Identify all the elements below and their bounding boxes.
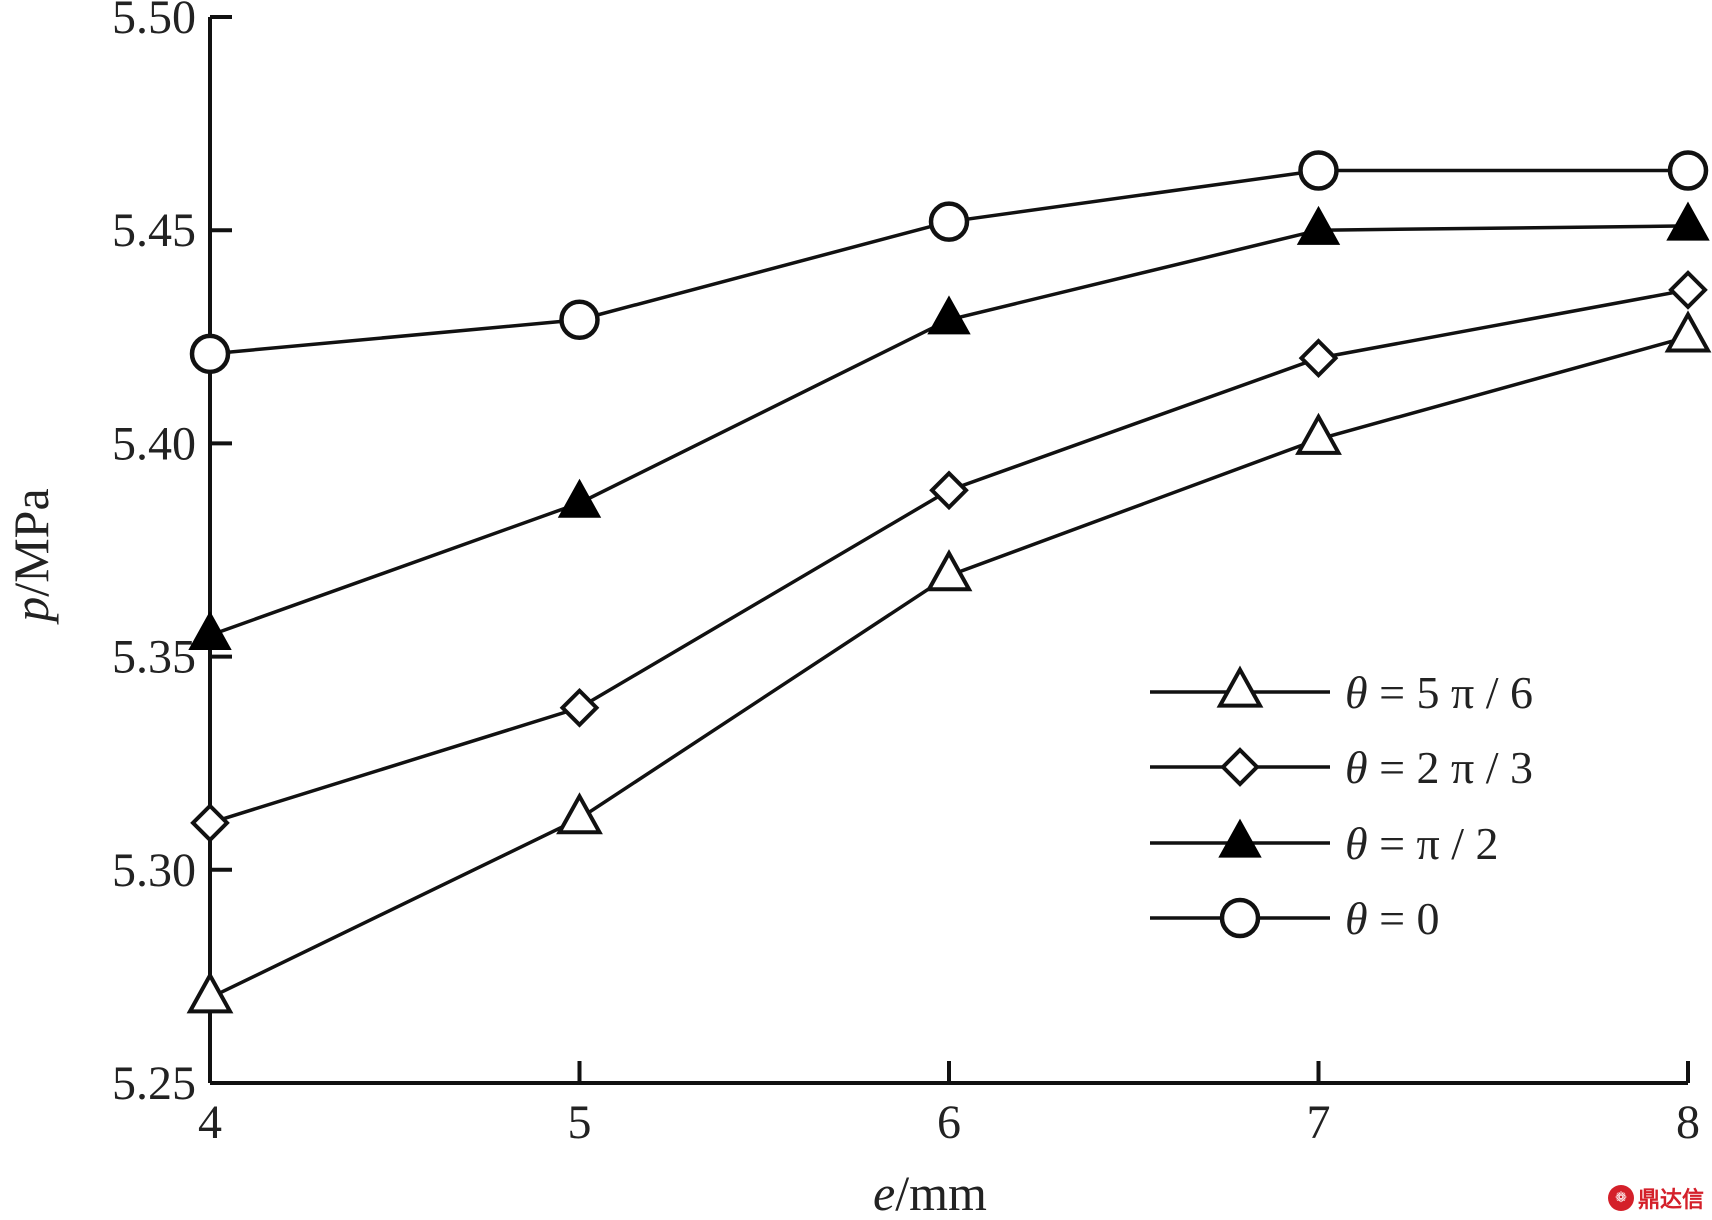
data-point [559,687,600,728]
series-3 [189,150,1709,375]
data-point [1667,150,1709,191]
legend-marker [1216,665,1264,708]
y-tick-label: 5.25 [112,1057,196,1110]
data-point [1298,150,1339,191]
y-axis-title: p/MPa [3,488,59,624]
y-tick-label: 5.50 [112,0,196,44]
x-tick-label: 6 [937,1096,961,1149]
watermark: ❁ 鼎达信 [1607,1182,1704,1214]
legend-item: θ = 5 π / 6 [1150,665,1533,718]
series-0 [186,310,1712,1014]
y-tick-label: 5.35 [112,631,196,684]
data-point [189,333,231,375]
legend-item: θ = 0 [1150,893,1440,944]
x-tick-label: 4 [198,1096,222,1149]
data-point [190,803,230,843]
series-layer [186,150,1712,1014]
data-point [1668,270,1708,310]
legend-item: θ = 2 π / 3 [1150,742,1533,793]
legend-marker [1218,818,1262,858]
data-point [1298,338,1339,378]
series-1 [190,270,1708,843]
data-point [1296,205,1341,245]
legend-label: θ = π / 2 [1345,818,1499,869]
data-point [927,295,971,335]
legend-label: θ = 5 π / 6 [1345,667,1533,718]
y-tick-label: 5.40 [112,417,196,470]
data-point [1666,201,1710,241]
x-tick-label: 5 [568,1096,592,1149]
legend-label: θ = 2 π / 3 [1345,742,1533,793]
legend-marker [1220,747,1260,787]
data-point [557,478,602,518]
legend-item: θ = π / 2 [1150,818,1499,869]
data-point [556,792,603,835]
data-point [929,470,969,511]
watermark-logo-icon: ❁ [1607,1185,1634,1211]
y-tick-label: 5.30 [112,844,196,897]
legend-marker [1219,897,1261,939]
x-tick-label: 7 [1307,1096,1331,1149]
legend: θ = 5 π / 6 θ = 2 π / 3 θ = π / 2 θ = 0 [1150,665,1533,944]
y-tick-label: 5.45 [112,204,196,257]
data-point [928,201,970,242]
axes: 5.25 5.30 5.35 5.40 5.45 5.50 4 5 6 7 8 [112,0,1700,1149]
data-point [925,549,973,592]
data-point [188,610,232,650]
data-point [1664,310,1712,353]
series-2 [188,201,1710,650]
data-point [559,299,600,340]
data-point [186,971,234,1014]
x-axis-title: e/mm [873,1165,987,1220]
x-tick-label: 8 [1676,1096,1700,1149]
legend-label: θ = 0 [1345,893,1440,944]
watermark-text: 鼎达信 [1637,1188,1704,1213]
data-point [1295,412,1342,455]
